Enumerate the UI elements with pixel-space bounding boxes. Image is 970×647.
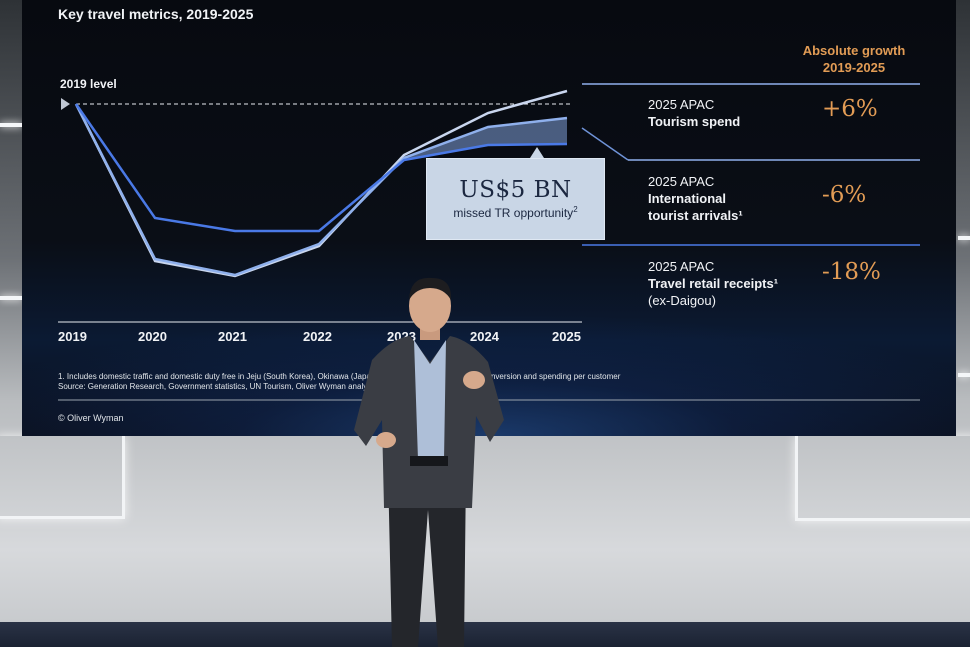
- wall-light: [0, 296, 22, 300]
- year-label: 2019: [58, 329, 87, 344]
- level-marker-icon: [61, 98, 70, 110]
- metric-tourist-arrivals: 2025 APAC International tourist arrivals…: [648, 174, 743, 223]
- stage-floor: [0, 622, 970, 647]
- presenter: [354, 277, 504, 647]
- copyright: © Oliver Wyman: [58, 413, 124, 423]
- year-label: 2025: [552, 329, 581, 344]
- year-label: 2024: [470, 329, 499, 344]
- metric-growth: -18%: [822, 259, 881, 285]
- presenter-belt: [410, 456, 448, 466]
- travel-chart: [58, 83, 920, 401]
- wall-light: [958, 236, 970, 240]
- series-line-blue: [74, 103, 568, 233]
- presenter-legs: [388, 470, 466, 647]
- connector-line: [581, 127, 629, 161]
- growth-header: Absolute growth 2019-2025: [802, 43, 906, 75]
- metric-travel-retail: 2025 APAC Travel retail receipts¹ (ex-Da…: [648, 259, 779, 308]
- presenter-head: [409, 280, 451, 332]
- footnote: 1. Includes domestic traffic and domesti…: [58, 372, 621, 381]
- missed-opportunity-area: [404, 118, 567, 160]
- metric-growth: +6%: [822, 96, 878, 122]
- year-label: 2021: [218, 329, 247, 344]
- slide-title: Key travel metrics, 2019-2025: [58, 6, 254, 22]
- metric-growth: -6%: [822, 182, 867, 208]
- presentation-screen: Key travel metrics, 2019-2025 2019 level…: [22, 0, 956, 436]
- presenter-hair: [409, 277, 452, 300]
- footnote-source: Source: Generation Research, Government …: [58, 382, 378, 391]
- wall-light: [958, 373, 970, 377]
- metric-tourism-spend: 2025 APAC Tourism spend: [648, 97, 741, 129]
- presenter-hand: [376, 432, 396, 448]
- series-line-light: [74, 89, 568, 278]
- missed-opportunity-callout: US$5 BN missed TR opportunity2: [426, 158, 605, 240]
- year-label: 2022: [303, 329, 332, 344]
- wall-light: [0, 123, 22, 127]
- presenter-shirt: [414, 340, 446, 460]
- stage-frame-right: [795, 436, 970, 521]
- series-line-mid: [74, 103, 568, 277]
- callout-subtitle: missed TR opportunity2: [453, 205, 578, 220]
- level-label: 2019 level: [60, 77, 117, 91]
- callout-value: US$5 BN: [459, 177, 572, 203]
- stage-frame-left: [0, 436, 125, 519]
- presenter-hand: [463, 371, 485, 389]
- year-label: 2020: [138, 329, 167, 344]
- callout-pointer: [530, 147, 544, 158]
